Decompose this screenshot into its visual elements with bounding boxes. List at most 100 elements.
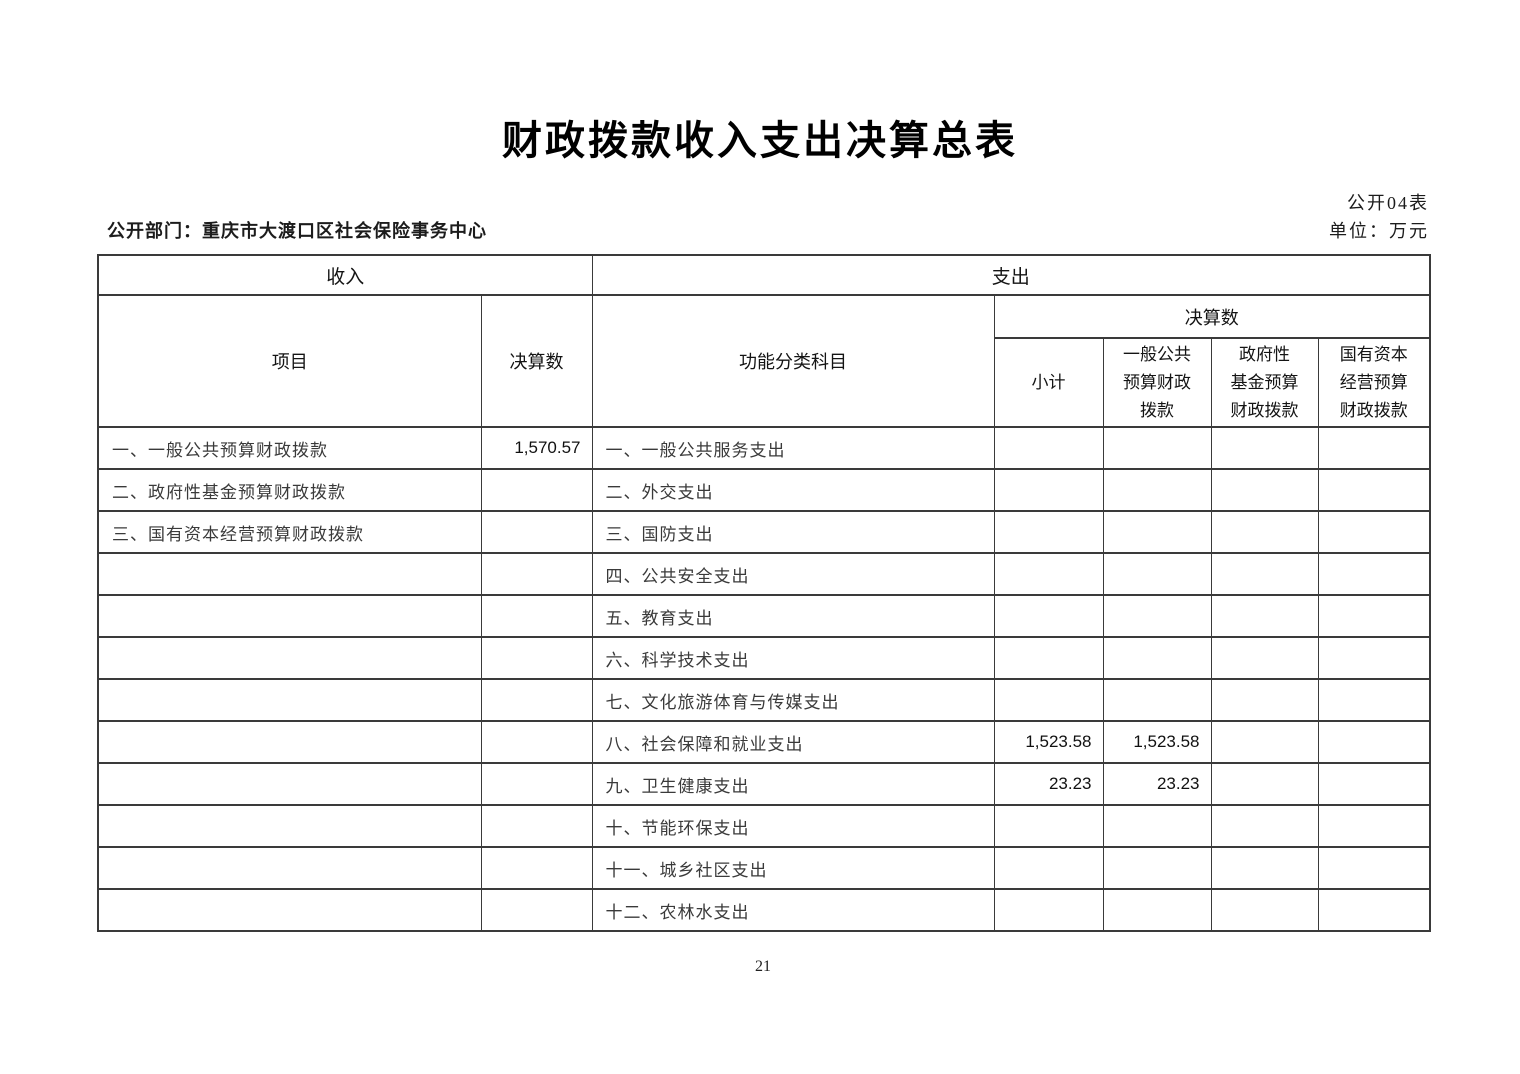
expense-government-fund-cell — [1210, 804, 1319, 848]
income-item-cell — [97, 888, 482, 932]
table-section-header-row: 收入 支出 — [97, 254, 1431, 296]
expense-state-capital-cell — [1317, 762, 1431, 806]
income-value-cell — [480, 804, 593, 848]
column-header-general-public-budget: 一般公共 预算财政 拨款 — [1102, 337, 1212, 428]
expense-state-capital-cell — [1317, 468, 1431, 512]
column-header-state-capital-budget: 国有资本 经营预算 财政拨款 — [1317, 337, 1431, 428]
expense-government-fund-cell — [1210, 888, 1319, 932]
page-number: 21 — [755, 958, 771, 975]
income-item-cell: 三、国有资本经营预算财政拨款 — [97, 510, 482, 554]
expense-subtotal-cell — [993, 594, 1104, 638]
expense-government-fund-cell — [1210, 426, 1319, 470]
table-row: 十、节能环保支出 — [97, 804, 1431, 848]
expense-government-fund-cell — [1210, 678, 1319, 722]
income-value-cell — [480, 636, 593, 680]
expense-subtotal-cell — [993, 888, 1104, 932]
expense-item-cell: 四、公共安全支出 — [591, 552, 995, 596]
expense-item-cell: 三、国防支出 — [591, 510, 995, 554]
income-value-cell — [480, 468, 593, 512]
expense-state-capital-cell — [1317, 888, 1431, 932]
table-row: 六、科学技术支出 — [97, 636, 1431, 680]
income-value-cell — [480, 888, 593, 932]
expense-subtotal-cell — [993, 846, 1104, 890]
expense-subtotal-cell: 1,523.58 — [993, 720, 1104, 764]
income-item-cell — [97, 846, 482, 890]
expense-state-capital-cell — [1317, 720, 1431, 764]
expense-item-cell: 五、教育支出 — [591, 594, 995, 638]
income-value-cell — [480, 594, 593, 638]
column-header-subtotal: 小计 — [993, 337, 1104, 428]
income-value-cell — [480, 510, 593, 554]
income-value-cell — [480, 762, 593, 806]
table-row: 十二、农林水支出 — [97, 888, 1431, 932]
expense-general-budget-cell: 23.23 — [1102, 762, 1212, 806]
expense-government-fund-cell — [1210, 636, 1319, 680]
income-item-cell — [97, 720, 482, 764]
expense-general-budget-cell — [1102, 678, 1212, 722]
expense-item-cell: 六、科学技术支出 — [591, 636, 995, 680]
income-value-cell — [480, 720, 593, 764]
expense-item-cell: 十一、城乡社区支出 — [591, 846, 995, 890]
income-item-cell — [97, 552, 482, 596]
income-section-header: 收入 — [97, 254, 593, 296]
table-row: 一、一般公共预算财政拨款 1,570.57 一、一般公共服务支出 — [97, 426, 1431, 470]
expense-subtotal-cell — [993, 468, 1104, 512]
table-row: 十一、城乡社区支出 — [97, 846, 1431, 890]
expense-subtotal-cell — [993, 510, 1104, 554]
income-item-cell — [97, 678, 482, 722]
expense-general-budget-cell — [1102, 846, 1212, 890]
expense-general-budget-cell — [1102, 426, 1212, 470]
expense-general-budget-cell — [1102, 552, 1212, 596]
expense-government-fund-cell — [1210, 720, 1319, 764]
table-row: 九、卫生健康支出 23.23 23.23 — [97, 762, 1431, 806]
table-row: 二、政府性基金预算财政拨款 二、外交支出 — [97, 468, 1431, 512]
budget-summary-table: 收入 支出 项目 决算数 功能分类科目 决算数 小计 一般公共 预算财政 拨款 … — [97, 254, 1432, 932]
page-title: 财政拨款收入支出决算总表 — [502, 119, 1018, 163]
income-item-cell — [97, 762, 482, 806]
expense-subtotal-cell — [993, 552, 1104, 596]
income-item-cell — [97, 594, 482, 638]
expense-state-capital-cell — [1317, 510, 1431, 554]
meta-row-department-unit: 公开部门：重庆市大渡口区社会保险事务中心 单位：万元 — [97, 221, 1429, 242]
table-row: 七、文化旅游体育与传媒支出 — [97, 678, 1431, 722]
table-code-label: 公开04表 — [1347, 193, 1429, 213]
expense-general-budget-cell — [1102, 636, 1212, 680]
expense-state-capital-cell — [1317, 594, 1431, 638]
expense-state-capital-cell — [1317, 846, 1431, 890]
income-item-cell — [97, 804, 482, 848]
expense-subtotal-cell — [993, 426, 1104, 470]
income-item-cell: 一、一般公共预算财政拨款 — [97, 426, 482, 470]
income-value-cell: 1,570.57 — [480, 426, 593, 470]
table-subcolumn-header-row: 小计 一般公共 预算财政 拨款 政府性 基金预算 财政拨款 国有资本 经营预算 … — [98, 337, 1431, 428]
expense-general-budget-cell — [1102, 468, 1212, 512]
expense-state-capital-cell — [1317, 636, 1431, 680]
expense-item-cell: 九、卫生健康支出 — [591, 762, 995, 806]
table-row: 四、公共安全支出 — [97, 552, 1431, 596]
expense-subtotal-cell — [993, 636, 1104, 680]
income-value-cell — [480, 678, 593, 722]
expense-state-capital-cell — [1317, 678, 1431, 722]
income-value-cell — [480, 846, 593, 890]
column-header-function-category: 功能分类科目 — [591, 294, 995, 428]
column-header-expense-final: 决算数 — [993, 294, 1431, 339]
meta-row-table-code: 公开04表 — [97, 193, 1429, 213]
income-item-cell: 二、政府性基金预算财政拨款 — [97, 468, 482, 512]
income-item-cell — [97, 636, 482, 680]
column-header-income-final: 决算数 — [480, 294, 593, 428]
expense-general-budget-cell — [1102, 510, 1212, 554]
expense-state-capital-cell — [1317, 804, 1431, 848]
table-row: 八、社会保障和就业支出 1,523.58 1,523.58 — [97, 720, 1431, 764]
table-row: 五、教育支出 — [97, 594, 1431, 638]
expense-general-budget-cell — [1102, 594, 1212, 638]
expense-item-cell: 一、一般公共服务支出 — [591, 426, 995, 470]
table-column-header-row: 项目 决算数 功能分类科目 决算数 — [97, 294, 1431, 428]
expense-item-cell: 八、社会保障和就业支出 — [591, 720, 995, 764]
expense-state-capital-cell — [1317, 552, 1431, 596]
expense-item-cell: 十二、农林水支出 — [591, 888, 995, 932]
expense-government-fund-cell — [1210, 762, 1319, 806]
expense-section-header: 支出 — [591, 254, 1431, 296]
expense-subtotal-cell — [993, 678, 1104, 722]
expense-state-capital-cell — [1317, 426, 1431, 470]
expense-general-budget-cell: 1,523.58 — [1102, 720, 1212, 764]
